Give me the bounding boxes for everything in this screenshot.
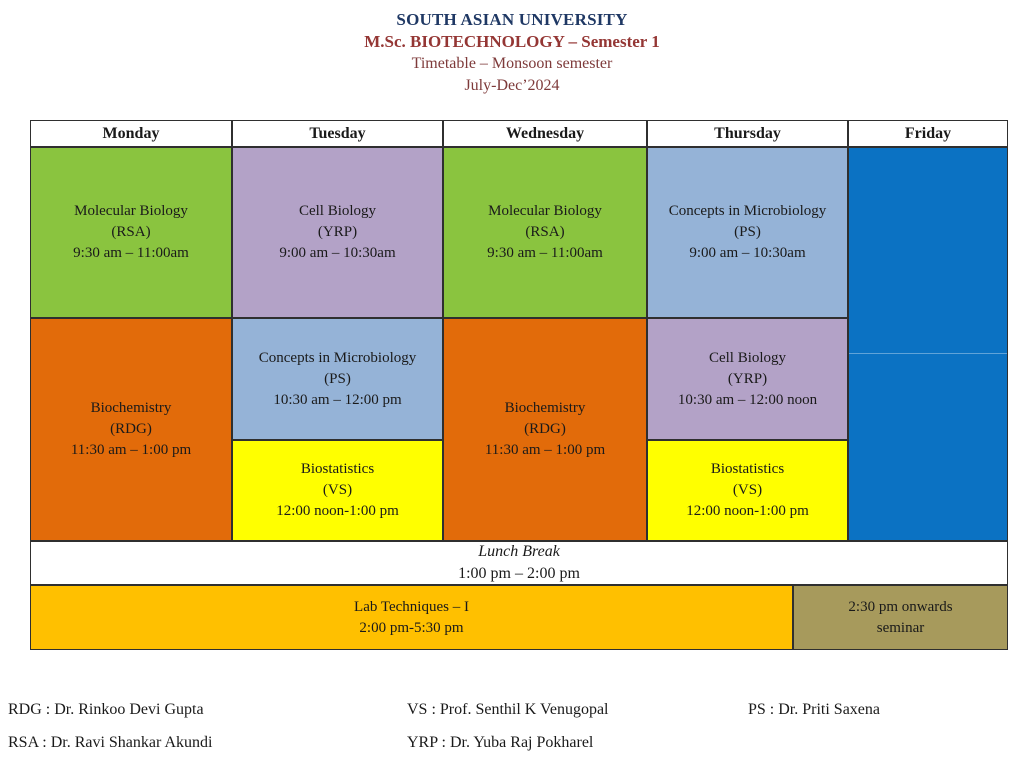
class-name: Biostatistics xyxy=(300,461,375,477)
class-cell-monday-biochemistry: Biochemistry (RDG) 11:30 am – 1:00 pm xyxy=(30,318,232,541)
seminar-time: 2:30 pm onwards xyxy=(848,598,953,615)
timetable-grid: Monday Tuesday Wednesday Thursday Friday… xyxy=(30,120,1008,650)
class-name: Concepts in Microbiology (PS) xyxy=(258,349,417,387)
class-name: Molecular Biology xyxy=(74,203,188,219)
program-title: M.Sc. BIOTECHNOLOGY – Semester 1 xyxy=(364,32,660,51)
class-time: 10:30 am – 12:00 pm xyxy=(273,391,402,408)
class-name: Concepts in Microbiology (PS) xyxy=(668,203,827,240)
seminar-label: seminar xyxy=(876,619,925,636)
class-time: 10:30 am – 12:00 noon xyxy=(677,391,818,408)
legend-item-yrp: YRP : Dr. Yuba Raj Pokharel xyxy=(407,734,594,751)
class-cell-tuesday-biostatistics: Biostatistics (VS) 12:00 noon-1:00 pm xyxy=(232,440,443,541)
class-code: (RSA) xyxy=(525,224,565,240)
class-time: 11:30 am – 1:00 pm xyxy=(484,442,606,458)
day-header-thursday: Thursday xyxy=(647,120,848,147)
lab-techniques-block: Lab Techniques – I 2:00 pm-5:30 pm xyxy=(30,585,793,650)
class-code: (VS) xyxy=(322,482,353,498)
legend-item-vs: VS : Prof. Senthil K Venugopal xyxy=(407,701,609,718)
class-cell-tuesday-concepts-microbiology: Concepts in Microbiology (PS) 10:30 am –… xyxy=(232,318,443,440)
legend-item-rdg: RDG : Dr. Rinkoo Devi Gupta xyxy=(8,701,204,718)
lab-name: Lab Techniques – I xyxy=(354,598,469,615)
day-header-tuesday: Tuesday xyxy=(232,120,443,147)
class-name: Cell Biology xyxy=(298,203,377,219)
class-code: (RDG) xyxy=(524,421,566,437)
class-cell-wednesday-biochemistry: Biochemistry (RDG) 11:30 am – 1:00 pm xyxy=(443,318,647,541)
class-time: 9:00 am – 10:30am xyxy=(689,245,806,261)
lunch-break-time: 1:00 pm – 2:00 pm xyxy=(458,565,580,582)
friday-empty-block xyxy=(848,147,1008,541)
class-code: (RDG) xyxy=(110,421,152,437)
class-name: Molecular Biology xyxy=(488,203,602,219)
class-time: 12:00 noon-1:00 pm xyxy=(686,503,809,519)
class-time: 9:00 am – 10:30am xyxy=(279,245,396,261)
class-cell-tuesday-cell-biology: Cell Biology (YRP) 9:00 am – 10:30am xyxy=(232,147,443,318)
class-code: (YRP) xyxy=(727,370,768,387)
class-time: 11:30 am – 1:00 pm xyxy=(70,442,192,458)
lunch-break-row: Lunch Break 1:00 pm – 2:00 pm xyxy=(30,541,1008,585)
class-time: 9:30 am – 11:00am xyxy=(487,245,603,261)
class-name: Biostatistics xyxy=(710,461,785,477)
class-time: 12:00 noon-1:00 pm xyxy=(276,503,399,519)
day-header-monday: Monday xyxy=(30,120,232,147)
friday-seminar-block: 2:30 pm onwards seminar xyxy=(793,585,1008,650)
legend-item-ps: PS : Dr. Priti Saxena xyxy=(748,701,881,718)
legend-item-rsa: RSA : Dr. Ravi Shankar Akundi xyxy=(8,734,213,751)
class-code: (RSA) xyxy=(111,224,151,240)
class-cell-thursday-biostatistics: Biostatistics (VS) 12:00 noon-1:00 pm xyxy=(647,440,848,541)
date-range: July-Dec’2024 xyxy=(464,77,560,94)
class-name: Cell Biology xyxy=(708,349,787,366)
day-header-wednesday: Wednesday xyxy=(443,120,647,147)
class-cell-monday-molecular-biology: Molecular Biology (RSA) 9:30 am – 11:00a… xyxy=(30,147,232,318)
university-name: SOUTH ASIAN UNIVERSITY xyxy=(396,10,628,29)
class-cell-thursday-cell-biology: Cell Biology (YRP) 10:30 am – 12:00 noon xyxy=(647,318,848,440)
class-time: 9:30 am – 11:00am xyxy=(73,245,189,261)
day-header-friday: Friday xyxy=(848,120,1008,147)
class-cell-wednesday-molecular-biology: Molecular Biology (RSA) 9:30 am – 11:00a… xyxy=(443,147,647,318)
friday-block-divider xyxy=(849,353,1007,354)
class-cell-thursday-concepts-microbiology: Concepts in Microbiology (PS) 9:00 am – … xyxy=(647,147,848,318)
class-code: (VS) xyxy=(732,482,763,498)
class-name: Biochemistry xyxy=(504,400,586,416)
class-name: Biochemistry xyxy=(90,400,172,416)
document-title-block: SOUTH ASIAN UNIVERSITY M.Sc. BIOTECHNOLO… xyxy=(0,9,1024,97)
timetable-subtitle: Timetable – Monsoon semester xyxy=(411,55,613,72)
lab-time: 2:00 pm-5:30 pm xyxy=(359,619,464,636)
lunch-break-label: Lunch Break xyxy=(478,543,560,560)
class-code: (YRP) xyxy=(317,224,358,240)
